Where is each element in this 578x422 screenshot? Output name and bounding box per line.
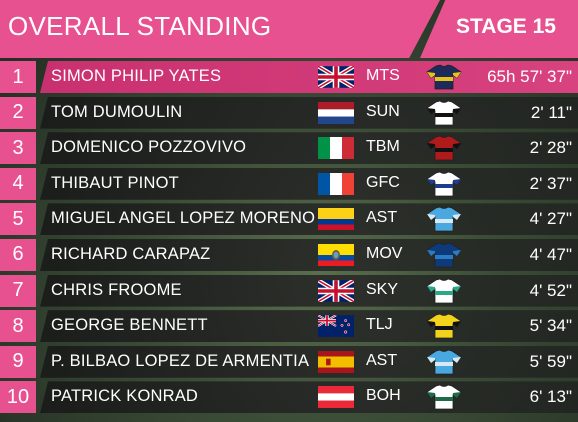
row-panel (40, 345, 578, 378)
position-number: 7 (0, 274, 36, 307)
jersey-icon (424, 349, 464, 375)
rider-name: CHRIS FROOME (51, 280, 182, 299)
flag-icon (318, 243, 354, 266)
rider-name: TOM DUMOULIN (51, 102, 183, 121)
row-panel (40, 310, 578, 343)
time-gap: 5' 59" (529, 351, 572, 371)
time-gap: 65h 57' 37" (487, 67, 572, 86)
standing-row: 10 PATRICK KONRAD BOH 6' 13" (0, 381, 578, 414)
rider-name: DOMENICO POZZOVIVO (51, 138, 247, 157)
time-gap: 5' 34" (529, 316, 572, 336)
standing-row: 1 SIMON PHILIP YATES MTS 65h 57' 37" (0, 61, 578, 93)
time-gap: 4' 27" (529, 209, 572, 229)
position-number: 5 (0, 203, 36, 236)
standing-row: 8 GEORGE BENNETT TLJ 5' 34" (0, 310, 578, 343)
flag-icon (318, 315, 354, 337)
team-code: TLJ (366, 316, 393, 334)
rider-name: PATRICK KONRAD (51, 387, 199, 406)
rider-name: THIBAUT PINOT (51, 173, 179, 192)
jersey-icon (424, 64, 464, 90)
rider-name: SIMON PHILIP YATES (51, 67, 222, 85)
standing-row: 2 TOM DUMOULIN SUN 2' 11" (0, 96, 578, 129)
row-panel (40, 132, 578, 165)
row-panel (40, 167, 578, 200)
flag-icon (318, 208, 354, 231)
row-panel (40, 274, 578, 307)
team-code: TBM (366, 138, 400, 156)
jersey-icon (424, 135, 464, 161)
position-number: 8 (0, 310, 36, 343)
team-code: SUN (366, 102, 400, 120)
row-panel (40, 61, 578, 93)
time-gap: 4' 47" (529, 244, 572, 264)
team-code: BOH (366, 387, 401, 405)
rider-name: RICHARD CARAPAZ (51, 244, 211, 263)
team-code: SKY (366, 280, 399, 298)
position-number: 3 (0, 132, 36, 165)
row-panel (40, 238, 578, 271)
standing-row: 6 RICHARD CARAPAZ MOV 4' 47" (0, 238, 578, 271)
flag-icon (318, 350, 354, 373)
flag-icon (318, 279, 354, 302)
row-panel (40, 381, 578, 414)
standing-row: 3 DOMENICO POZZOVIVO TBM 2' 28" (0, 132, 578, 165)
jersey-icon (424, 313, 464, 339)
rider-name: MIGUEL ANGEL LOPEZ MORENO (51, 209, 316, 228)
position-number: 10 (0, 381, 36, 414)
position-number: 2 (0, 96, 36, 129)
jersey-icon (424, 278, 464, 304)
jersey-icon (424, 206, 464, 232)
jersey-icon (424, 100, 464, 126)
flag-icon (318, 172, 354, 195)
team-code: MOV (366, 244, 403, 262)
stage-banner: STAGE 15 (420, 0, 578, 58)
standing-row: 9 P. BILBAO LOPEZ DE ARMENTIA AST 5' 59" (0, 345, 578, 378)
jersey-icon (424, 384, 464, 410)
flag-icon (318, 137, 354, 160)
stage-label: STAGE 15 (456, 15, 556, 38)
position-number: 6 (0, 238, 36, 271)
team-code: AST (366, 351, 398, 369)
position-number: 4 (0, 167, 36, 200)
time-gap: 2' 37" (529, 173, 572, 193)
flag-icon (318, 386, 354, 409)
team-code: AST (366, 209, 398, 227)
time-gap: 2' 11" (530, 102, 572, 122)
team-code: MTS (366, 67, 400, 84)
flag-icon (318, 101, 354, 124)
page-title: OVERALL STANDING (8, 11, 272, 41)
standing-row: 7 CHRIS FROOME SKY 4' 52" (0, 274, 578, 307)
standing-row: 4 THIBAUT PINOT GFC 2' 37" (0, 167, 578, 200)
time-gap: 4' 52" (529, 280, 572, 300)
rider-name: P. BILBAO LOPEZ DE ARMENTIA (51, 351, 310, 370)
time-gap: 2' 28" (529, 138, 572, 158)
jersey-icon (424, 242, 464, 268)
flag-icon (318, 66, 354, 88)
team-code: GFC (366, 173, 400, 191)
row-panel (40, 96, 578, 129)
title-banner: OVERALL STANDING (0, 0, 440, 58)
jersey-icon (424, 171, 464, 197)
standings-list: 1 SIMON PHILIP YATES MTS 65h 57' 37" 2 T… (0, 61, 578, 417)
position-number: 9 (0, 345, 36, 378)
position-number: 1 (0, 61, 36, 93)
standing-row: 5 MIGUEL ANGEL LOPEZ MORENO AST 4' 27" (0, 203, 578, 236)
time-gap: 6' 13" (529, 387, 572, 407)
rider-name: GEORGE BENNETT (51, 316, 208, 335)
row-panel (40, 203, 578, 236)
